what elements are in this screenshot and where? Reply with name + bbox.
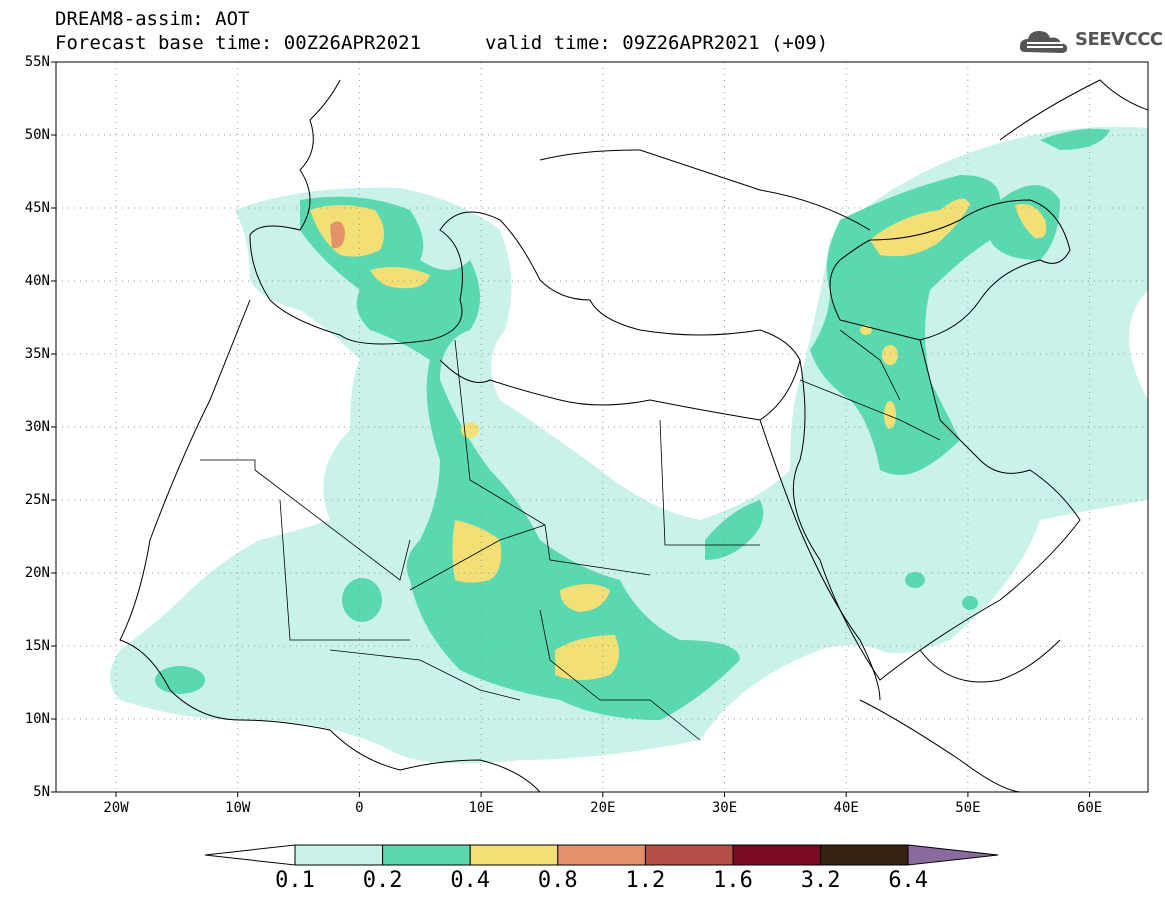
colorbar-box (557, 844, 646, 866)
lat-label: 5N (33, 784, 50, 800)
colorbar-label: 3.2 (800, 868, 841, 893)
lon-label: 40E (833, 800, 859, 816)
colorbar-label: 0.2 (362, 868, 403, 893)
colorbar-label: 0.4 (450, 868, 491, 893)
colorbar-low-triangle (205, 844, 296, 866)
map-title: DREAM8-assim: AOT (55, 8, 250, 30)
colorbar-high-triangle (907, 844, 999, 866)
lat-label: 20N (24, 565, 50, 581)
lat-label: 55N (24, 54, 50, 70)
lon-label: 20W (103, 800, 129, 816)
forecast-base-time: Forecast base time: 00Z26APR2021 (55, 32, 422, 54)
gridlines (56, 62, 1148, 792)
colorbar-box (644, 844, 734, 866)
lat-label: 30N (24, 419, 50, 435)
colorbar-box (820, 844, 909, 866)
colorbar-box (294, 844, 384, 866)
lat-label: 15N (24, 638, 50, 654)
aot-band-0.8 (330, 221, 345, 249)
lon-label: 10E (468, 800, 494, 816)
colorbar-label: 1.2 (625, 868, 666, 893)
colorbar-label: 0.1 (275, 868, 315, 893)
colorbar (205, 844, 999, 866)
lon-label: 20E (590, 800, 616, 816)
lon-label: 50E (955, 800, 981, 816)
lat-label: 50N (24, 127, 50, 143)
cloud-icon (1019, 31, 1068, 53)
coastlines (119, 79, 1149, 793)
colorbar-box (382, 844, 471, 866)
colorbar-label: 1.6 (713, 868, 753, 893)
colorbar-label: 6.4 (888, 868, 929, 893)
lon-label: 30E (711, 800, 738, 816)
lon-label: 60E (1076, 800, 1103, 816)
colorbar-box (469, 844, 559, 866)
logo-text: SEEVCCC (1075, 29, 1163, 50)
lon-label: 0 (355, 800, 364, 816)
lat-label: 10N (24, 711, 50, 727)
lat-label: 45N (24, 200, 50, 216)
colorbar-label: 0.8 (537, 868, 578, 893)
colorbar-box (732, 844, 822, 866)
lat-label: 40N (24, 273, 50, 289)
valid-time: valid time: 09Z26APR2021 (+09) (485, 32, 829, 54)
lon-label: 10W (225, 800, 251, 816)
lat-label: 35N (24, 346, 50, 362)
lat-label: 25N (24, 492, 50, 508)
seevccc-logo: SEEVCCC (1017, 24, 1163, 58)
country-borders (200, 329, 941, 741)
